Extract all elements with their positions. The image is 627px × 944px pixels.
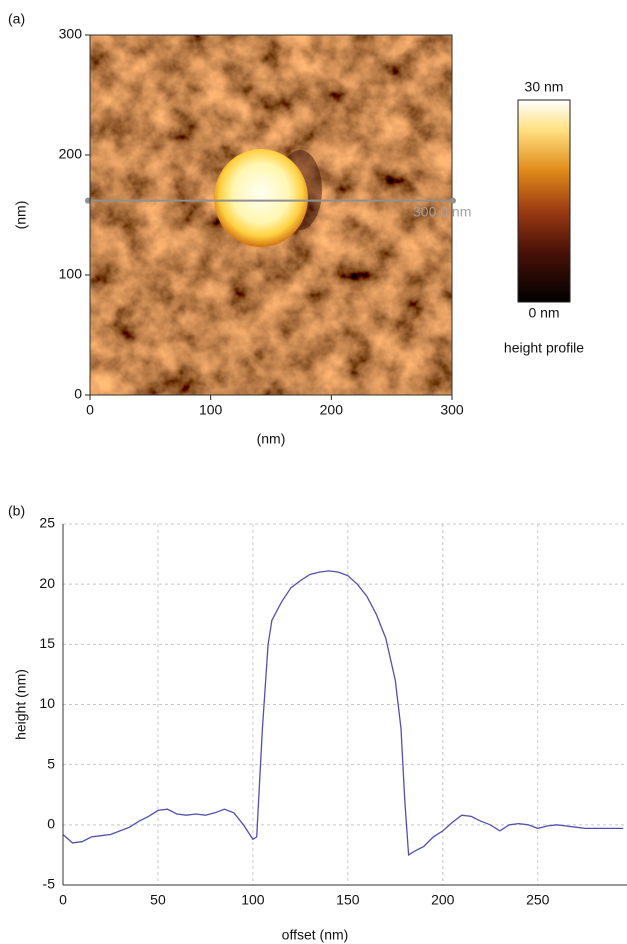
colorbar-tick-label: 0 nm (528, 305, 559, 321)
x-tick-label: 50 (150, 892, 166, 908)
x-tick-label: 200 (320, 402, 344, 418)
colorbar-label: height profile (504, 340, 584, 356)
afm-image (90, 35, 452, 395)
y-tick-label: 200 (59, 146, 83, 162)
panel-label: (b) (8, 503, 25, 519)
x-tick-label: 300 (440, 402, 464, 418)
y-axis-label: (nm) (13, 201, 29, 230)
panel-label: (a) (8, 11, 25, 27)
y-tick-label: 300 (59, 26, 83, 42)
x-tick-label: 100 (241, 892, 265, 908)
profile-line (62, 570, 624, 857)
x-tick-label: 200 (431, 892, 455, 908)
y-tick-label: 0 (74, 386, 82, 402)
x-tick-label: 100 (199, 402, 223, 418)
x-tick-label: 150 (336, 892, 360, 908)
x-tick-label: 0 (59, 892, 67, 908)
y-axis-label: height (nm) (13, 669, 29, 740)
x-axis-label: (nm) (257, 431, 286, 447)
colorbar (517, 99, 571, 303)
y-tick-label: 100 (59, 266, 83, 282)
y-tick-label: 0 (47, 816, 55, 832)
y-tick-label: 25 (39, 515, 55, 531)
scan-line-label: 300.0 nm (413, 203, 471, 219)
scan-line-end (450, 197, 456, 204)
x-axis-label: offset (nm) (282, 927, 349, 943)
y-tick-label: -5 (43, 876, 56, 892)
y-tick-label: 10 (39, 695, 55, 711)
y-tick-label: 5 (47, 755, 55, 771)
y-tick-label: 20 (39, 575, 55, 591)
y-tick-label: 15 (39, 635, 55, 651)
x-tick-label: 250 (526, 892, 550, 908)
x-tick-label: 0 (86, 402, 94, 418)
colorbar-tick-label: 30 nm (525, 79, 564, 95)
